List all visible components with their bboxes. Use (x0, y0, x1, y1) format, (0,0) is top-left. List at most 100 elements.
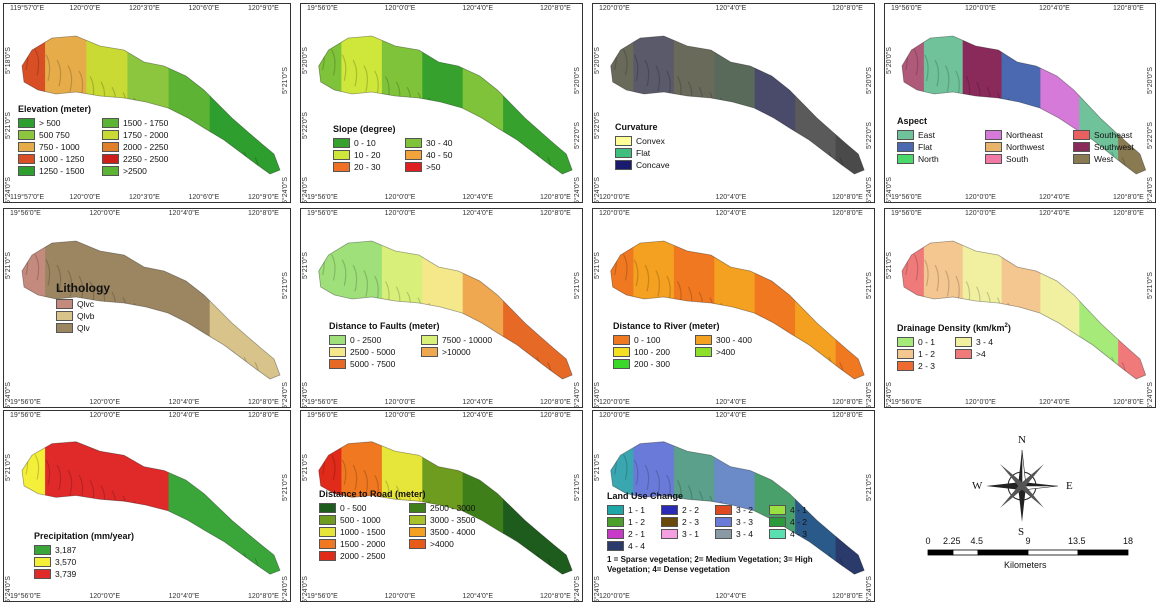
legend-label: 3 - 1 (682, 529, 700, 539)
coordinate-label: 5°18'0"S (5, 47, 12, 74)
coordinate-label: 120°4'0"E (168, 399, 200, 406)
aspect-raster-map (901, 35, 1147, 175)
legend-item: North (897, 154, 979, 164)
legend-label: East (918, 130, 936, 140)
legend-label: 3 - 4 (736, 529, 754, 539)
legend-item: 3,739 (34, 569, 94, 579)
legend-item: 2250 - 2500 (102, 154, 182, 164)
legend-swatch (56, 323, 73, 333)
legend-item: 1000 - 1250 (18, 154, 96, 164)
legend-item: Convex (615, 136, 695, 146)
legend-swatch (319, 503, 336, 513)
legend-label: 1500 - 1750 (123, 118, 169, 128)
drainage-map-panel: 19°56'0"E 120°0'0"E 120°4'0"E 120°8'0"E 19°5… (884, 208, 1156, 408)
legend-label: 0 - 10 (354, 138, 376, 148)
legend-swatch (333, 162, 350, 172)
legend-label: Convex (636, 136, 665, 146)
coordinate-label: 5°24'0"S (866, 576, 873, 602)
coordinate-label: 120°0'0"E (69, 5, 101, 12)
coordinate-label: 5°24'0"S (594, 177, 601, 203)
coordinate-label: 5°24'0"S (866, 382, 873, 408)
legend-swatch (18, 154, 35, 164)
legend-swatch (102, 166, 119, 176)
legend-item: 4 - 1 (769, 505, 817, 515)
lithology-legend: Lithology Qlvc Qlvb Qlv (56, 281, 126, 333)
legend-label: 750 - 1000 (39, 142, 80, 152)
legend-label: Flat (636, 148, 651, 158)
coordinate-label: 5°24'0"S (574, 576, 581, 602)
legend-items: 1 - 1 2 - 2 3 - 2 4 - 1 1 - 2 2 - 3 3 - 3 4 - 2… (607, 505, 857, 551)
legend-items: Convex Flat Concave (615, 136, 695, 170)
legend-label: >2500 (123, 166, 147, 176)
coordinate-label: 120°0'0"E (384, 412, 416, 419)
curvature-raster-map (610, 35, 865, 175)
legend-label: 10 - 20 (354, 150, 381, 160)
coordinate-label: 120°8'0"E (832, 399, 863, 406)
legend-swatch (319, 515, 336, 525)
legend-swatch (333, 150, 350, 160)
legend-swatch (715, 529, 732, 539)
coordinate-label: 5°21'0"S (886, 252, 893, 279)
coordinate-label: 120°0'0"E (89, 210, 121, 217)
river-legend: Distance to River (meter) 0 - 100 300 - 40… (613, 321, 765, 369)
legend-item: >2500 (102, 166, 182, 176)
coordinate-label: 5°24'0"S (5, 177, 12, 203)
coordinate-label: 120°4'0"E (715, 194, 747, 201)
coordinate-label: 5°21'0"S (574, 272, 581, 299)
coordinate-label: 120°0'0"E (384, 593, 416, 600)
coordinate-label: 19°56'0"E (10, 210, 41, 217)
scale-tick-label: 0 (925, 536, 931, 546)
legend-label: 3,187 (55, 545, 77, 555)
coordinate-label: 120°4'0"E (1039, 210, 1070, 217)
legend-item: 3 - 3 (715, 517, 763, 527)
legend-swatch (897, 142, 914, 152)
slope-raster-map (318, 35, 573, 175)
legend-item: Qlv (56, 323, 126, 333)
legend-item: 2 - 3 (897, 361, 949, 371)
legend-swatch (405, 162, 422, 172)
coordinate-label: 5°22'0"S (302, 112, 309, 139)
coordinate-label: 120°8'0"E (1113, 194, 1144, 201)
legend-swatch (319, 527, 336, 537)
coordinate-label: 5°24'0"S (282, 177, 289, 203)
legend-label: 3,739 (55, 569, 77, 579)
coordinate-label: 5°20'0"S (1147, 67, 1154, 94)
legend-swatch (607, 541, 624, 551)
road-map-panel: 19°56'0"E 120°0'0"E 120°4'0"E 120°8'0"E 19°5… (300, 410, 583, 602)
north-arrow-compass: N S E W (972, 434, 1073, 538)
legend-item: 2500 - 5000 (329, 347, 415, 357)
legend-item: >4 (955, 349, 1007, 359)
legend-label: 30 - 40 (426, 138, 453, 148)
legend-item: 4 - 2 (769, 517, 817, 527)
coordinate-label: 120°8'0"E (1113, 399, 1144, 406)
legend-item: 750 - 1000 (18, 142, 96, 152)
legend-label: 2250 - 2500 (123, 154, 169, 164)
legend-item: Qlvc (56, 299, 126, 309)
legend-swatch (405, 150, 422, 160)
legend-title: Curvature (615, 122, 658, 132)
legend-swatch (1073, 154, 1090, 164)
legend-item: 0 - 10 (333, 138, 399, 148)
legend-item: >4000 (409, 539, 493, 549)
legend-title: Distance to Faults (meter) (329, 321, 440, 331)
legend-swatch (615, 148, 632, 158)
coordinate-label: 120°4'0"E (715, 399, 747, 406)
coordinate-label: 120°0'0"E (599, 5, 630, 12)
legend-swatch (897, 337, 914, 347)
legend-note: 1 = Sparse vegetation; 2= Medium Vegetat… (607, 555, 813, 574)
legend-item: 3 - 2 (715, 505, 763, 515)
coordinate-label: 120°4'0"E (168, 593, 200, 600)
scale-tick-label: 9 (1025, 536, 1031, 546)
legend-label: 1500 - 2000 (340, 539, 386, 549)
legend-swatch (661, 529, 678, 539)
coordinate-label: 120°0'0"E (599, 593, 630, 600)
coordinate-label: 5°21'0"S (866, 474, 873, 501)
coordinate-label: 19°56'0"E (891, 5, 922, 12)
legend-item: 500 - 1000 (319, 515, 403, 525)
legend-swatch (18, 142, 35, 152)
legend-swatch (102, 154, 119, 164)
coordinate-label: 5°22'0"S (574, 122, 581, 149)
coordinate-label: 120°0'0"E (965, 5, 996, 12)
legend-item: 3000 - 3500 (409, 515, 493, 525)
coordinate-label: 19°56'0"E (307, 5, 338, 12)
